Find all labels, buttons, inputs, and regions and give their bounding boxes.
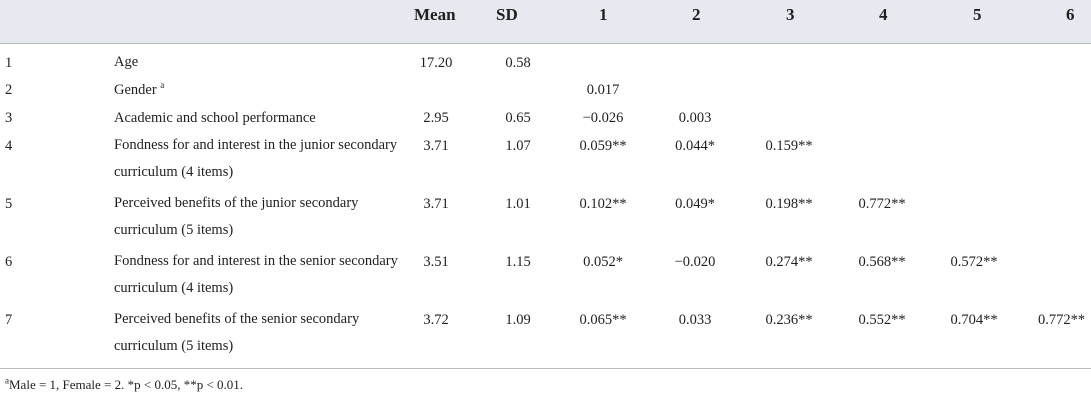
row-index: 1 — [5, 55, 13, 71]
row-label: Gender a — [114, 80, 165, 98]
cell-mean: 3.72 — [423, 312, 449, 328]
cell-c2: 0.033 — [678, 312, 712, 328]
cell-mean: 3.51 — [423, 254, 449, 270]
header-col-2: 2 — [692, 5, 701, 24]
cell-mean: 3.71 — [423, 138, 449, 154]
row-index: 3 — [5, 110, 13, 126]
cell-c2: −0.020 — [674, 254, 716, 270]
cell-c1: 0.017 — [586, 82, 620, 98]
cell-c4: 0.568** — [858, 254, 906, 270]
cell-c1: 0.059** — [579, 138, 627, 154]
row-label: Fondness for and interest in the junior … — [114, 137, 398, 180]
header-mean: Mean — [414, 5, 456, 24]
row-label: Fondness for and interest in the senior … — [114, 253, 398, 296]
header-col-6: 6 — [1066, 5, 1075, 24]
cell-mean: 3.71 — [423, 196, 449, 212]
cell-c4: 0.772** — [858, 196, 906, 212]
row-label: Perceived benefits of the junior seconda… — [114, 195, 359, 238]
header-sd: SD — [496, 5, 518, 24]
cell-c1: 0.052* — [583, 254, 623, 270]
table-footnote: aMale = 1, Female = 2. *p < 0.05, **p < … — [5, 375, 244, 392]
row-label: Age — [114, 54, 139, 70]
cell-c1: 0.102** — [579, 196, 627, 212]
footnote-marker: a — [5, 375, 9, 386]
cell-c2: 0.003 — [678, 110, 712, 126]
row-index: 4 — [5, 138, 13, 154]
cell-sd: 1.09 — [505, 312, 531, 328]
header-col-1: 1 — [599, 5, 608, 24]
cell-c5: 0.704** — [950, 312, 998, 328]
table-header-band — [0, 0, 1091, 43]
cell-c3: 0.159** — [765, 138, 813, 154]
cell-sd: 0.65 — [505, 110, 531, 126]
header-col-5: 5 — [973, 5, 982, 24]
cell-c4: 0.552** — [858, 312, 906, 328]
cell-sd: 0.58 — [505, 55, 531, 71]
row-index: 7 — [5, 312, 13, 328]
row-index: 2 — [5, 82, 13, 98]
header-col-4: 4 — [879, 5, 888, 24]
footnote-marker: a — [160, 80, 165, 91]
row-label: Academic and school performance — [114, 110, 316, 126]
row-label: Perceived benefits of the senior seconda… — [114, 311, 360, 354]
cell-sd: 1.15 — [505, 254, 531, 270]
row-index: 5 — [5, 196, 13, 212]
cell-sd: 1.01 — [505, 196, 531, 212]
cell-mean: 2.95 — [423, 110, 449, 126]
table-bottom-rule — [0, 368, 1091, 369]
cell-c3: 0.274** — [765, 254, 813, 270]
cell-c3: 0.236** — [765, 312, 813, 328]
cell-c1: 0.065** — [579, 312, 627, 328]
cell-c1: −0.026 — [582, 110, 624, 126]
row-index: 6 — [5, 254, 13, 270]
cell-c2: 0.044* — [675, 138, 715, 154]
cell-c3: 0.198** — [765, 196, 813, 212]
cell-c5: 0.572** — [950, 254, 998, 270]
header-rule — [0, 43, 1091, 44]
cell-mean: 17.20 — [419, 55, 453, 71]
cell-c6: 0.772** — [1038, 312, 1086, 328]
header-col-3: 3 — [786, 5, 795, 24]
cell-sd: 1.07 — [505, 138, 531, 154]
cell-c2: 0.049* — [675, 196, 715, 212]
